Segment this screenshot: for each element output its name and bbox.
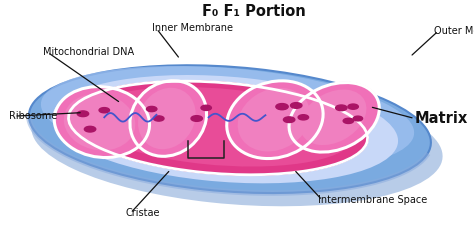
- Circle shape: [348, 104, 358, 109]
- Ellipse shape: [69, 81, 367, 175]
- Ellipse shape: [52, 75, 398, 183]
- Text: Ribosome: Ribosome: [9, 111, 58, 121]
- Text: Matrix: Matrix: [415, 111, 468, 126]
- Circle shape: [84, 126, 96, 132]
- Circle shape: [353, 116, 363, 121]
- Circle shape: [146, 106, 157, 112]
- Circle shape: [201, 105, 211, 110]
- Text: Mitochondrial DNA: Mitochondrial DNA: [43, 47, 134, 57]
- Ellipse shape: [237, 88, 310, 151]
- Text: Cristae: Cristae: [126, 208, 160, 218]
- Circle shape: [99, 108, 109, 113]
- Circle shape: [343, 118, 354, 123]
- Text: Outer Membrane: Outer Membrane: [434, 26, 474, 36]
- Ellipse shape: [130, 81, 207, 156]
- Ellipse shape: [227, 81, 323, 159]
- Circle shape: [77, 111, 89, 117]
- Circle shape: [336, 105, 347, 111]
- Ellipse shape: [31, 78, 443, 206]
- Ellipse shape: [138, 88, 196, 149]
- Text: F₀ F₁ Portion: F₀ F₁ Portion: [202, 4, 305, 19]
- Text: Inner Membrane: Inner Membrane: [152, 23, 233, 33]
- Ellipse shape: [82, 87, 354, 167]
- Ellipse shape: [41, 66, 414, 171]
- Circle shape: [154, 116, 164, 121]
- Circle shape: [298, 115, 309, 120]
- Ellipse shape: [29, 65, 431, 193]
- Circle shape: [191, 116, 202, 121]
- Circle shape: [291, 103, 302, 108]
- Ellipse shape: [289, 82, 379, 152]
- Ellipse shape: [55, 87, 149, 158]
- Circle shape: [276, 104, 288, 110]
- Ellipse shape: [300, 90, 366, 145]
- Text: Intermembrane Space: Intermembrane Space: [318, 195, 427, 205]
- Ellipse shape: [64, 94, 135, 150]
- Circle shape: [283, 117, 295, 123]
